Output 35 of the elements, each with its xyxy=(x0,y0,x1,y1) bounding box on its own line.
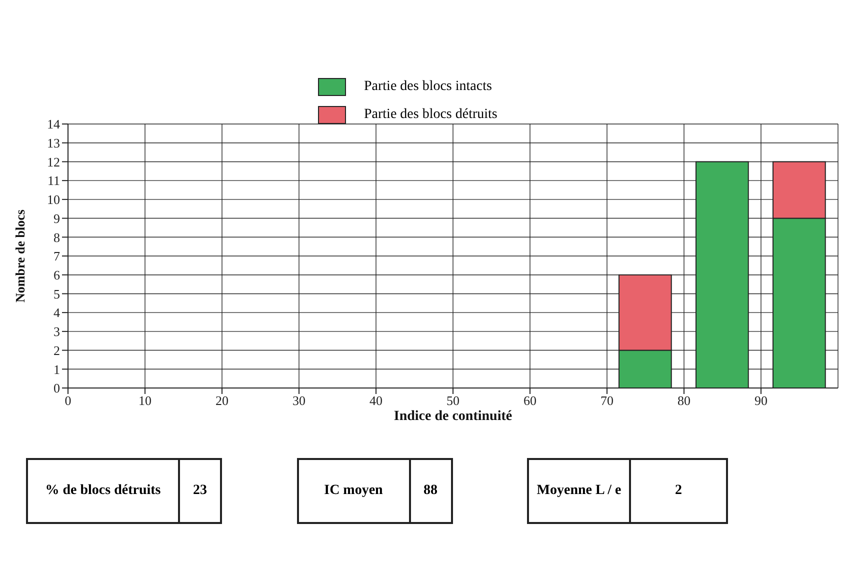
x-tick-label: 90 xyxy=(754,393,768,408)
y-tick-label: 8 xyxy=(54,230,60,245)
text: 88 xyxy=(422,482,438,500)
y-tick-label: 11 xyxy=(47,173,60,188)
x-tick-label: 10 xyxy=(138,393,152,408)
text: % de blocs détruits xyxy=(28,460,180,522)
legend-label: Partie des blocs détruits xyxy=(364,107,498,123)
y-tick-label: 6 xyxy=(54,267,60,282)
text: IC moyen xyxy=(298,460,410,522)
x-tick-label: 50 xyxy=(446,393,460,408)
x-axis-title: Indice de continuité xyxy=(394,409,512,424)
y-tick-label: 10 xyxy=(47,192,60,208)
x-tick-label: 30 xyxy=(292,393,306,408)
x-tick-label: 20 xyxy=(216,393,228,408)
y-tick-label: 12 xyxy=(47,154,60,170)
y-tick-label: 2 xyxy=(54,342,60,358)
text: Moyenne L / e xyxy=(529,460,631,522)
y-tick-label: 3 xyxy=(54,324,60,340)
y-tick-label: 13 xyxy=(47,135,60,150)
x-tick-label: 40 xyxy=(370,393,382,408)
y-tick-label: 1 xyxy=(54,362,60,377)
y-tick-label: 14 xyxy=(47,116,60,132)
y-tick-label: 4 xyxy=(54,305,60,320)
y-tick-label: 9 xyxy=(54,210,60,226)
text: 23 xyxy=(192,482,208,500)
y-tick-label: 5 xyxy=(54,286,60,302)
y-axis-title: Nombre de blocs xyxy=(12,210,28,302)
x-tick-label: 70 xyxy=(600,393,614,408)
x-tick-label: 0 xyxy=(64,393,72,408)
text: 2 xyxy=(674,482,683,500)
y-tick-label: 0 xyxy=(54,380,60,396)
legend-label: Partie des blocs intacts xyxy=(364,79,492,95)
y-tick-label: 7 xyxy=(54,248,60,264)
x-tick-label: 80 xyxy=(678,393,690,408)
x-tick-label: 60 xyxy=(524,393,536,408)
